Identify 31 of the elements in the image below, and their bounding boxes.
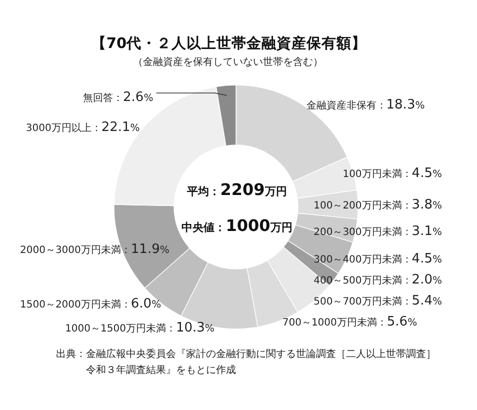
chart-subtitle: （金融資産を保有していない世帯を含む）	[133, 56, 323, 68]
data-label: ：4.5%	[402, 166, 442, 182]
data-label: ：4.5%	[402, 251, 442, 266]
data-label: ：5.6%	[376, 314, 418, 330]
data-label: ：2.6%	[113, 90, 154, 105]
slice-label: 200～300万円未満	[314, 226, 402, 238]
data-label: ：2.0%	[402, 272, 442, 288]
chart-title: 【70代・２人以上世帯金融資産保有額】	[91, 34, 367, 52]
data-label: ：10.3%	[166, 320, 214, 336]
slice-label: 100～200万円未満	[314, 200, 402, 212]
slice-label: 無回答	[83, 92, 114, 104]
slice-label: 300～400万円未満	[314, 253, 402, 266]
slice-label: 金融資産非保有	[306, 100, 376, 112]
slice-label: 700～1000万円未満	[282, 316, 377, 328]
slice-label: 400～500万円未満	[314, 274, 402, 287]
slice-label: 2000～3000万円未満	[20, 244, 121, 256]
text: 中央値：1000万円	[182, 216, 292, 235]
slice-label: 3000万円以上	[26, 122, 92, 134]
data-label: ：5.4%	[402, 293, 442, 308]
source-note: 出典：金融広報中央委員会『家計の金融行動に関する世論調査［二人以上世帯調査］令和３年調査結果』をもとに作成	[56, 348, 436, 376]
data-label: ：22.1%	[91, 120, 140, 136]
data-label: ：3.1%	[402, 224, 442, 239]
slice-label: 500～700万円未満	[314, 295, 402, 308]
data-label: ：3.8%	[402, 198, 442, 213]
data-label: ：18.3%	[376, 98, 425, 113]
slice-label: 1000～1500万円未満	[65, 322, 166, 335]
data-label: ：6.0%	[120, 296, 162, 312]
slice-label: 1500～2000万円未満	[20, 298, 121, 311]
data-label: ：11.9%	[120, 242, 170, 258]
slice-label: 100万円未満	[342, 168, 402, 180]
text: 平均：2209万円	[186, 180, 287, 199]
